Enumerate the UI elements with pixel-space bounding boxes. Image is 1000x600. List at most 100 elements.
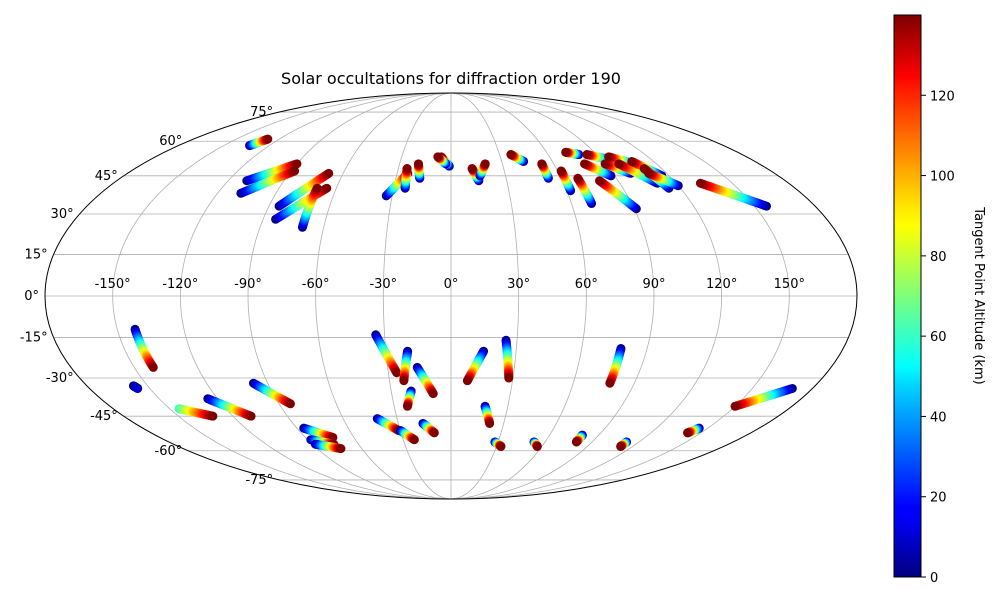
track-point	[595, 176, 605, 186]
map-outline	[44, 92, 858, 500]
colorbar-gradient	[893, 14, 922, 578]
meridian-gridline	[450, 93, 520, 499]
occultation-track	[561, 147, 584, 160]
track-point	[730, 401, 740, 411]
track-point	[683, 428, 693, 438]
track-point	[285, 399, 295, 409]
colorbar: 0 20 40 60 80 100 120 Tangent Point Altitude (…	[893, 14, 986, 586]
occultation-track	[372, 414, 404, 436]
map-grid	[45, 93, 857, 499]
longitude-tick-label: 60°	[575, 277, 598, 292]
occultation-track	[310, 439, 346, 454]
track-point	[496, 441, 506, 451]
colorbar-tick-label: 100	[930, 170, 955, 185]
track-point	[532, 441, 542, 451]
track-point	[246, 411, 256, 421]
occultation-track	[462, 346, 489, 386]
track-point	[312, 183, 322, 193]
occultation-track	[644, 168, 683, 191]
occultation-track	[556, 166, 576, 196]
colorbar-ticks: 0 20 40 60 80 100 120	[921, 89, 955, 586]
meridian-gridline	[382, 93, 452, 499]
occultation-track	[412, 362, 438, 399]
meridian-gridline	[247, 93, 452, 499]
track-point	[429, 428, 439, 438]
track-point	[290, 166, 300, 176]
longitude-tick-label: -60°	[302, 277, 330, 292]
occultation-track	[501, 335, 514, 383]
chart-title: Solar occultations for diffraction order…	[281, 69, 621, 88]
occultation-track	[399, 346, 413, 386]
track-point	[604, 152, 614, 162]
track-point	[571, 437, 581, 447]
latitude-tick-label: 75°	[250, 105, 273, 120]
occultation-track	[400, 164, 412, 193]
track-point	[485, 418, 495, 428]
occultation-track	[395, 426, 419, 445]
longitude-tick-label: -30°	[369, 277, 397, 292]
track-point	[556, 166, 566, 176]
occultation-track	[695, 178, 772, 211]
longitude-tick-label: 150°	[774, 277, 805, 292]
colorbar-tick-label: 80	[930, 250, 947, 265]
track-point	[605, 378, 615, 388]
occultation-track	[683, 423, 704, 438]
meridian-gridline	[450, 93, 655, 499]
track-point	[467, 164, 477, 174]
track-point	[504, 373, 514, 383]
occultation-track	[413, 159, 425, 183]
track-point	[133, 383, 143, 393]
longitude-tick-label: -90°	[234, 277, 262, 292]
track-point	[402, 401, 412, 411]
track-point	[614, 159, 624, 169]
track-point	[433, 152, 443, 162]
track-point	[480, 159, 490, 169]
colorbar-label: Tangent Point Altitude (km)	[971, 206, 986, 384]
track-point	[336, 444, 346, 454]
occultation-track	[571, 430, 587, 447]
longitude-tick-label: 30°	[507, 277, 530, 292]
track-point	[627, 156, 637, 166]
latitude-tick-label: 60°	[159, 134, 182, 149]
track-point	[580, 159, 590, 169]
track-point	[561, 147, 571, 157]
occultation-track	[402, 386, 416, 411]
occultation-track	[605, 344, 626, 388]
longitude-tick-label: -120°	[162, 277, 198, 292]
track-point	[392, 368, 402, 378]
meridian-gridline	[450, 93, 723, 499]
colorbar-tick-label: 60	[930, 330, 947, 345]
latitude-tick-label: 30°	[51, 207, 74, 222]
occultation-track	[248, 378, 295, 409]
latitude-tick-label: 15°	[25, 247, 48, 262]
track-point	[462, 376, 472, 386]
longitude-tick-label: 0°	[444, 277, 459, 292]
meridian-gridline	[112, 93, 452, 499]
occultation-track	[236, 166, 300, 198]
longitude-tick-label: -150°	[95, 277, 131, 292]
track-point	[399, 376, 409, 386]
meridian-gridline	[315, 93, 452, 499]
track-point	[573, 173, 583, 183]
latitude-tick-label: -45°	[90, 409, 118, 424]
meridian-gridline	[179, 93, 452, 499]
occultation-track	[371, 330, 402, 378]
colorbar-tick-label: 120	[930, 89, 955, 104]
latitude-tick-label: -30°	[46, 371, 74, 386]
occultation-track	[595, 176, 641, 214]
track-point	[322, 183, 332, 193]
occultation-track	[490, 437, 506, 451]
track-point	[506, 150, 516, 160]
occultation-track	[573, 173, 597, 209]
occultation-track	[730, 383, 797, 411]
track-point	[208, 411, 218, 421]
occultation-track	[245, 134, 273, 151]
colorbar-tick-label: 40	[930, 410, 947, 425]
track-point	[413, 159, 423, 169]
occultation-track	[580, 159, 616, 181]
latitude-tick-label: -60°	[155, 444, 183, 459]
occultation-track	[128, 381, 143, 393]
colorbar-tick-label: 20	[930, 491, 947, 506]
latitude-tick-label: 0°	[24, 289, 39, 304]
